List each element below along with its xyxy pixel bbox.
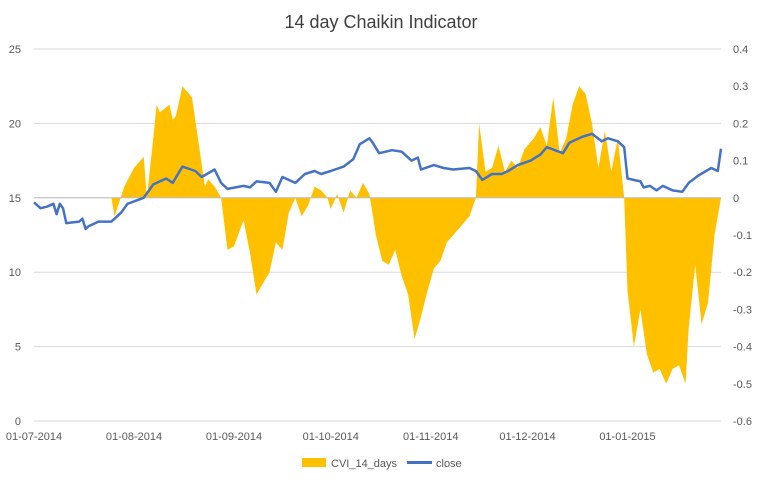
y-left-tick-label: 10 [9,267,21,279]
cvi-area [111,86,721,384]
legend-label-close: close [436,458,462,470]
y-left-tick-label: 25 [9,44,21,56]
y-right-tick-label: -0.2 [733,267,752,279]
close-line [33,132,723,231]
close-line-layer [33,132,723,231]
y-axis-left: 0 5 10 15 20 25 [9,44,21,428]
chart-title: 14 day Chaikin Indicator [284,12,477,32]
x-tick-label: 01-07-2014 [6,431,62,443]
y-right-tick-label: -0.5 [733,379,752,391]
x-tick-label: 01-11-2014 [403,431,458,443]
x-tick-label: 01-12-2014 [499,431,555,443]
x-tick-label: 01-09-2014 [206,431,262,443]
y-right-tick-label: 0.2 [733,118,748,130]
x-tick-label: 01-08-2014 [106,431,162,443]
legend-swatch-cvi [302,458,326,467]
x-tick-label: 01-10-2014 [303,431,359,443]
y-right-tick-label: 0 [733,193,739,205]
legend: CVI_14_days close [302,458,462,470]
y-left-tick-label: 5 [15,342,21,354]
y-axis-right: 0.4 0.3 0.2 0.1 0 -0.1 -0.2 -0.3 -0.4 -0.5 -0.6 [733,44,752,428]
y-left-tick-label: 0 [15,416,21,428]
y-right-tick-label: 0.1 [733,156,748,168]
y-left-tick-label: 15 [9,193,21,205]
cvi-area-layer [34,86,721,384]
x-axis: 01-07-2014 01-08-2014 01-09-2014 01-10-2014… [6,431,656,443]
y-left-tick-label: 20 [9,118,21,130]
y-right-tick-label: 0.4 [733,44,748,56]
y-right-tick-label: 0.3 [733,81,748,93]
y-right-tick-label: -0.1 [733,230,752,242]
y-right-tick-label: -0.3 [733,304,752,316]
x-tick-label: 01-01-2015 [599,431,655,443]
y-right-tick-label: -0.6 [733,416,752,428]
legend-label-cvi: CVI_14_days [331,458,398,470]
y-right-tick-label: -0.4 [733,342,752,354]
